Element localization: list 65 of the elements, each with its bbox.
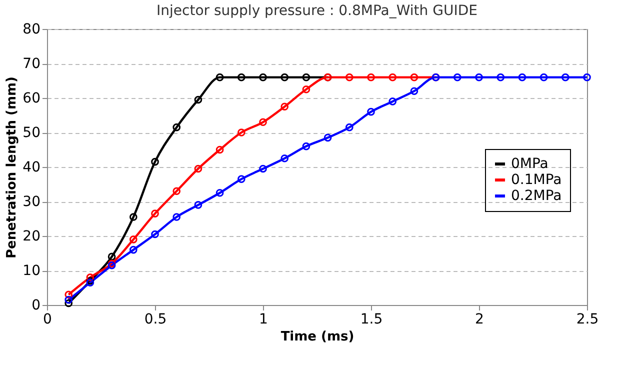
point [259, 164, 267, 173]
point [453, 73, 462, 82]
point [518, 73, 526, 82]
y-axis-title: Penetration length (mm) [4, 76, 20, 258]
point [237, 175, 246, 183]
point [367, 73, 375, 82]
point [237, 73, 246, 82]
point [280, 73, 289, 82]
chart-title: Injector supply pressure : 0.8MPa_With GUIDE [156, 3, 478, 19]
y-tick-label: 40 [22, 160, 40, 176]
point [280, 154, 289, 162]
point [410, 73, 418, 82]
x-tick-label: 0 [43, 312, 52, 328]
point [540, 73, 548, 82]
point [259, 73, 267, 82]
y-tick-label: 30 [22, 194, 40, 210]
point [259, 118, 267, 126]
point [172, 123, 181, 132]
point [345, 123, 354, 132]
y-tick-label: 70 [22, 56, 40, 72]
point [129, 246, 138, 254]
point [216, 73, 224, 82]
point [237, 128, 246, 136]
point [324, 134, 332, 142]
point [475, 73, 483, 82]
point [151, 230, 159, 238]
point [151, 210, 159, 218]
y-tick-label: 50 [22, 125, 40, 141]
legend-label: 0MPa [511, 156, 548, 172]
point [302, 142, 310, 150]
point [172, 187, 181, 196]
x-tick-label: 2 [475, 312, 484, 328]
point [280, 102, 289, 111]
x-tick-label: 1 [259, 312, 268, 328]
y-tick-label: 80 [22, 22, 40, 38]
x-tick-label: 0.5 [144, 312, 167, 328]
point [302, 85, 310, 94]
point [388, 73, 397, 82]
point [129, 213, 138, 221]
y-tick-label: 20 [22, 228, 40, 244]
x-axis-title: Time (ms) [280, 330, 354, 344]
point [194, 96, 202, 104]
point [194, 164, 202, 173]
y-tick-label: 0 [32, 298, 40, 314]
x-tick-label: 2.5 [576, 312, 599, 328]
point [410, 87, 418, 96]
point [108, 252, 116, 261]
x-tick-label: 1.5 [360, 312, 383, 328]
point [302, 73, 310, 82]
point [216, 146, 224, 154]
point [151, 158, 159, 166]
point [367, 108, 375, 116]
y-tick-label: 10 [22, 263, 40, 279]
point [194, 201, 202, 209]
legend-label: 0.2MPa [511, 188, 562, 204]
legend-label: 0.1MPa [511, 172, 562, 188]
y-tick-label: 60 [22, 90, 40, 106]
point [129, 236, 138, 244]
point [172, 213, 181, 221]
point [496, 73, 505, 82]
point [216, 188, 224, 197]
point [561, 73, 570, 82]
point [345, 73, 354, 82]
point [388, 98, 397, 106]
point [86, 273, 94, 282]
